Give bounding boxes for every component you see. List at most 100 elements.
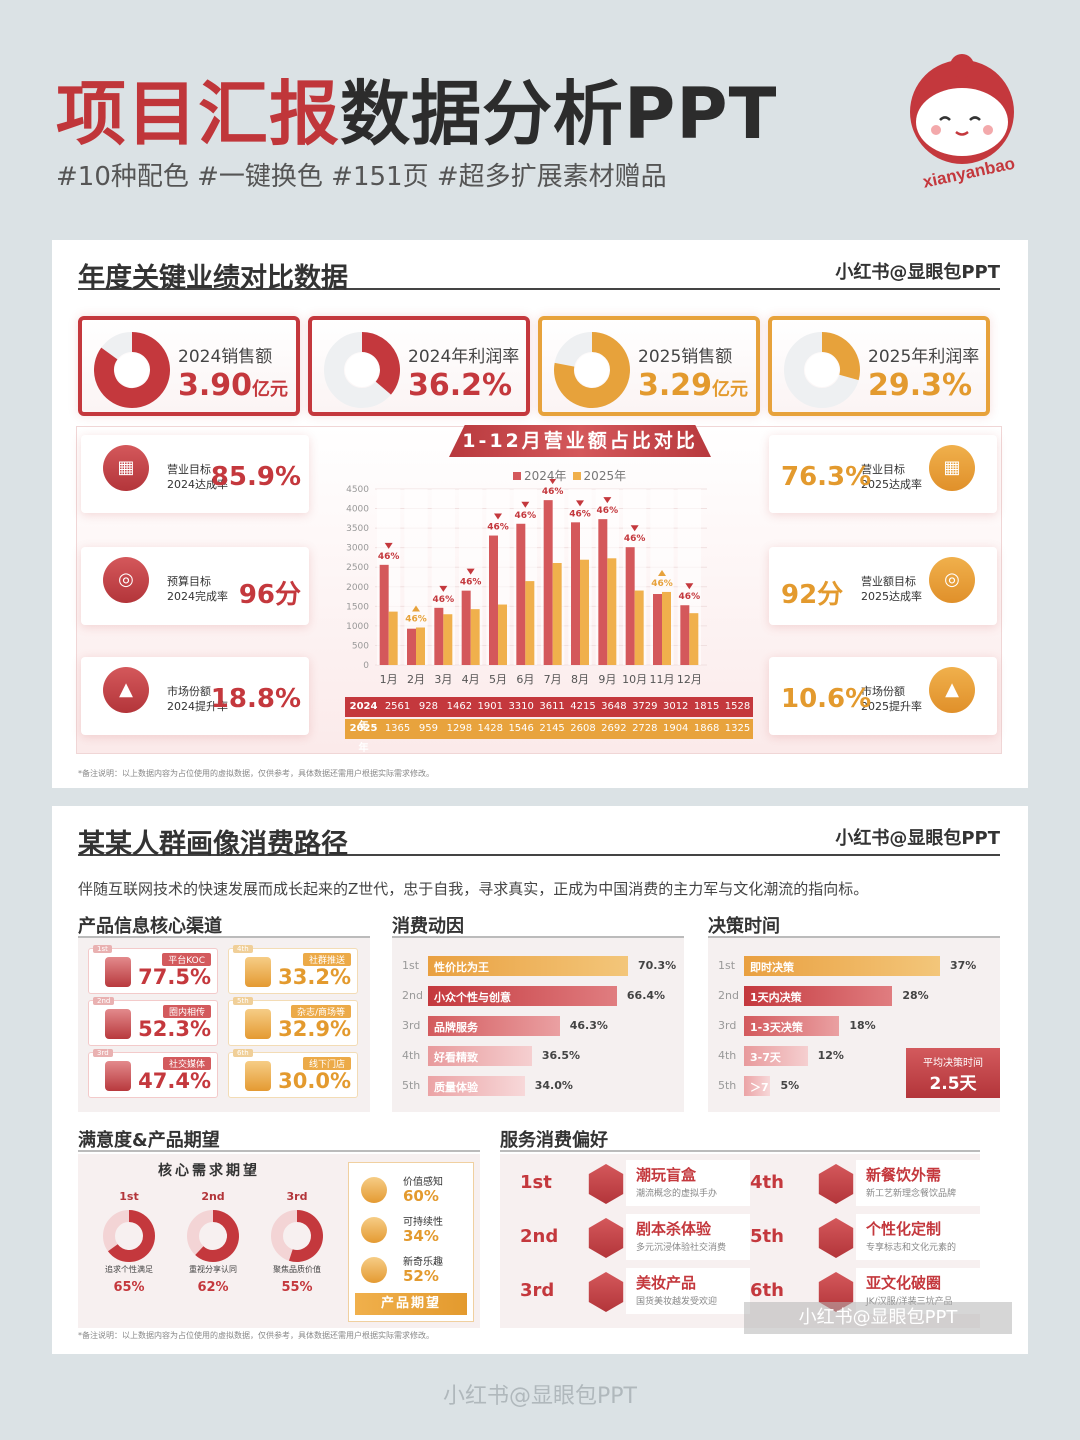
expect-label: 可持续性 bbox=[403, 1217, 443, 1228]
rank-badge: 5th bbox=[233, 997, 253, 1005]
channel-tag: 线下门店 bbox=[302, 1057, 351, 1070]
bar-2024 bbox=[653, 594, 662, 665]
chart-banner: 1-12月营业额占比对比 bbox=[449, 425, 711, 457]
bar-2024 bbox=[379, 564, 389, 665]
bar-value: 66.4% bbox=[626, 989, 666, 1002]
rank-badge: 4th bbox=[233, 945, 253, 953]
mascot-logo: xianyanbao bbox=[910, 54, 1017, 190]
x-tick-label: 5月 bbox=[489, 673, 507, 686]
table-cell: 3611 bbox=[539, 701, 565, 712]
table-cell: 1868 bbox=[693, 723, 720, 734]
need-caption: 聚焦品质价值 bbox=[273, 1265, 321, 1274]
card-header: 年度关键业绩对比数据 小红书@显眼包PPT bbox=[78, 250, 1000, 294]
bar-fill bbox=[428, 1046, 532, 1066]
bar-label: ＞7 bbox=[750, 1081, 769, 1094]
megaphone-icon bbox=[245, 1009, 271, 1039]
marker-arrow bbox=[521, 501, 530, 508]
marker-arrow bbox=[658, 569, 666, 576]
motives-panel: 1st 性价比为王 70.3% 2nd 小众个性与创意 66.4% 3rd 品牌服务 46.3%… bbox=[392, 938, 684, 1112]
gift-icon bbox=[361, 1257, 387, 1283]
bar-value: 36.5% bbox=[541, 1049, 580, 1062]
bar-2025 bbox=[470, 609, 480, 665]
kpi-right-1: ▦ 营业目标 2025达成率 76.3% bbox=[769, 435, 997, 513]
expectation-panel: 价值感知 60% 可持续性 34% 新奇乐趣 52% 产品期望 bbox=[348, 1162, 474, 1322]
y-tick-label: 0 bbox=[363, 661, 369, 671]
bar-label: 1-3天决策 bbox=[750, 1021, 803, 1034]
palette-icon bbox=[818, 1218, 854, 1258]
service-item: 4th 新餐饮外需 新工艺新理念餐饮品牌 bbox=[746, 1158, 982, 1208]
marker-label: 46% bbox=[460, 578, 482, 588]
channel-value: 52.3% bbox=[138, 1017, 211, 1041]
bar-fill bbox=[428, 1076, 525, 1096]
donut-icon bbox=[784, 332, 860, 408]
chart-up-icon: ▲ bbox=[103, 667, 149, 713]
service-desc: 潮流概念的虚拟手办 bbox=[636, 1189, 718, 1199]
card-brand: 小红书@显眼包PPT bbox=[835, 828, 1000, 849]
expect-item: 新奇乐趣 52% bbox=[357, 1251, 469, 1289]
store-icon bbox=[245, 1061, 271, 1091]
expect-value: 52% bbox=[403, 1267, 439, 1285]
service-desc: 新工艺新理念餐饮品牌 bbox=[866, 1189, 957, 1199]
bar-value: 37% bbox=[950, 959, 977, 972]
x-tick-label: 12月 bbox=[677, 673, 702, 686]
bar-row: 1st 即时决策 37% bbox=[708, 956, 1000, 976]
donut-arc bbox=[94, 332, 170, 408]
bar-rank: 1st bbox=[718, 959, 736, 972]
need-caption: 重视分享认同 bbox=[189, 1265, 237, 1274]
y-tick-label: 3500 bbox=[346, 524, 369, 534]
x-tick-label: 4月 bbox=[462, 673, 480, 686]
performance-card: 年度关键业绩对比数据 小红书@显眼包PPT 2024销售额 3.90亿元 202… bbox=[52, 240, 1028, 788]
intro-text: 伴随互联网技术的快速发展而成长起来的Z世代，忠于自我，寻求真实，正成为中国消费的… bbox=[78, 880, 869, 898]
data-table: 2024年 2561 928 1462 1901 3310 3611 4215 3648 3729… bbox=[345, 697, 753, 754]
bar-rank: 1st bbox=[402, 959, 420, 972]
service-name: 剧本杀体验 bbox=[636, 1220, 712, 1238]
food-icon bbox=[818, 1164, 854, 1204]
channel-tag: 平台KOC bbox=[162, 953, 211, 966]
marker-arrow bbox=[630, 525, 639, 532]
donut-hole bbox=[115, 353, 149, 387]
table-cell: 3310 bbox=[508, 701, 534, 712]
divider bbox=[78, 1150, 480, 1152]
service-item: 5th 个性化定制 专享标志和文化元素的 bbox=[746, 1212, 982, 1262]
marker-arrow bbox=[549, 479, 557, 485]
service-rank: 4th bbox=[750, 1172, 784, 1193]
donut-icon bbox=[187, 1210, 239, 1262]
expect-value: 34% bbox=[403, 1227, 439, 1245]
need-rank: 2nd bbox=[201, 1190, 225, 1203]
service-rank: 5th bbox=[750, 1226, 784, 1247]
table-cell: 1325 bbox=[724, 723, 751, 734]
calendar-icon: ▦ bbox=[929, 445, 975, 491]
bar-2025 bbox=[443, 614, 453, 665]
stat-value: 29.3% bbox=[868, 368, 973, 403]
kpi-left-1: ▦ 营业目标 2024达成率 85.9% bbox=[81, 435, 309, 513]
service-rank: 2nd bbox=[520, 1226, 559, 1247]
kpi-right-2: ◎ 营业额目标 2025达成率 92分 bbox=[769, 547, 997, 625]
bar-value: 12% bbox=[817, 1049, 844, 1062]
phone-icon bbox=[105, 957, 131, 987]
table-cell: 1815 bbox=[693, 701, 720, 712]
bar-value: 5% bbox=[780, 1079, 800, 1092]
kpi-value: 85.9% bbox=[210, 462, 301, 492]
marker-label: 46% bbox=[624, 534, 646, 544]
marker-arrow bbox=[384, 542, 393, 549]
table-row-header: 2025年 bbox=[349, 723, 378, 754]
marker-arrow bbox=[412, 605, 420, 612]
marker-label: 46% bbox=[569, 509, 591, 519]
stat-value: 36.2% bbox=[408, 368, 513, 403]
chat-icon bbox=[105, 1009, 131, 1039]
bar-rank: 5th bbox=[718, 1079, 737, 1092]
need-value: 62% bbox=[197, 1280, 229, 1295]
marker-label: 46% bbox=[487, 523, 509, 533]
book-icon bbox=[588, 1218, 624, 1258]
table-cell: 2728 bbox=[632, 723, 658, 734]
table-cell: 3729 bbox=[632, 701, 658, 712]
donut-icon bbox=[94, 332, 170, 408]
rank-badge: 2nd bbox=[93, 997, 115, 1005]
stat-value: 3.90亿元 bbox=[178, 368, 289, 403]
bar-value: 34.0% bbox=[534, 1079, 573, 1092]
marker-label: 46% bbox=[542, 487, 564, 497]
kpi-label: 营业额目标 bbox=[861, 575, 916, 588]
bar-2024 bbox=[543, 500, 553, 665]
stat-label: 2025年利润率 bbox=[868, 347, 980, 367]
bar-2025 bbox=[580, 559, 589, 665]
